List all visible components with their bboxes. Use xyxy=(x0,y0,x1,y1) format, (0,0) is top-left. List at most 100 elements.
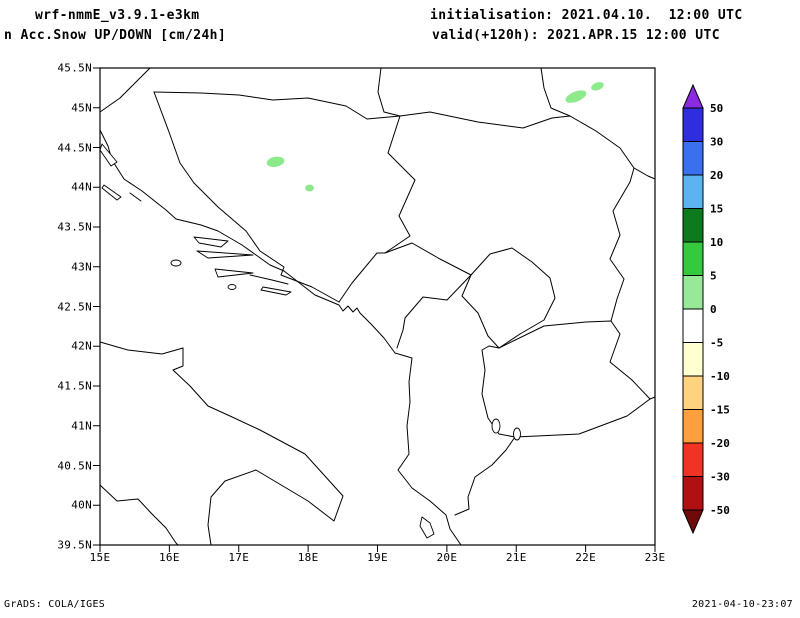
y-tick-label: 44N xyxy=(71,180,92,194)
border-north-macedonia xyxy=(481,320,651,438)
border-serbia-north-danube xyxy=(377,67,656,180)
y-tick-label: 41.5N xyxy=(57,379,92,393)
islands xyxy=(99,143,521,539)
border-serbia-romania xyxy=(540,67,571,117)
x-tick-label: 23E xyxy=(644,551,666,564)
colorbar-arrow-top xyxy=(682,83,704,109)
coastline-italy-tyrrhenian xyxy=(99,484,179,546)
colorbar-label: 10 xyxy=(710,236,723,249)
lake-prespa xyxy=(513,427,521,441)
peninsula-peljesac xyxy=(249,274,289,285)
plot-frame xyxy=(99,67,656,546)
colorbar-segment xyxy=(682,409,704,444)
island-vis xyxy=(170,259,182,267)
snow-patch xyxy=(565,90,587,103)
island-mljet xyxy=(260,286,292,296)
colorbar-segment xyxy=(682,375,704,410)
y-tick-label: 42N xyxy=(71,339,92,353)
y-tick-label: 42.5N xyxy=(57,300,92,313)
x-axis-labels: 15E 16E 17E 18E 19E 20E 21E 22E 23E xyxy=(90,551,665,567)
border-slovenia-croatia xyxy=(99,67,151,113)
x-tick-label: 16E xyxy=(158,551,180,564)
y-tick-label: 43N xyxy=(71,260,92,274)
colorbar-segment xyxy=(682,241,704,276)
border-serbia-bulgaria xyxy=(609,167,635,322)
creation-timestamp: 2021-04-10-23:07 xyxy=(691,599,793,610)
y-tick-label: 40N xyxy=(71,498,92,512)
x-tick-label: 17E xyxy=(228,551,250,564)
border-croatia-bosnia-west xyxy=(153,91,340,303)
y-tick-label: 41N xyxy=(71,419,92,433)
y-axis-labels: 45.5N 45N 44.5N 44N 43.5N 43N 42.5N 42N 41.5N 41N… xyxy=(28,62,92,552)
border-bosnia-montenegro xyxy=(338,252,386,303)
island-hvar xyxy=(196,250,254,259)
colorbar-label: -50 xyxy=(710,504,730,517)
y-tick-label: 45N xyxy=(71,101,92,115)
colorbar-label: 50 xyxy=(710,102,723,115)
coastline-italy-adriatic xyxy=(99,341,344,546)
border-greece-bulgaria xyxy=(649,396,656,400)
colorbar-segment xyxy=(682,107,704,142)
border-sava-north xyxy=(153,91,368,120)
initialisation-time: initialisation: 2021.04.10. 12:00 UTC xyxy=(430,8,743,23)
island-brac xyxy=(193,236,229,248)
axis-ticks xyxy=(93,67,656,552)
coastline-adriatic-east xyxy=(99,129,462,546)
colorbar-label: -30 xyxy=(710,471,730,484)
island-lastovo xyxy=(227,284,237,290)
colorbar-segment xyxy=(682,442,704,477)
colorbar-segment xyxy=(682,141,704,176)
country-borders xyxy=(99,67,656,516)
y-tick-label: 40.5N xyxy=(57,459,92,472)
y-tick-label: 39.5N xyxy=(57,538,92,552)
x-tick-label: 22E xyxy=(575,551,597,564)
colorbar-label: 20 xyxy=(710,169,723,182)
island-pag xyxy=(99,143,118,167)
colorbar-segment xyxy=(682,275,704,310)
x-tick-label: 20E xyxy=(436,551,458,564)
x-tick-label: 15E xyxy=(89,551,111,564)
y-tick-label: 43.5N xyxy=(57,220,92,234)
y-tick-label: 44.5N xyxy=(57,141,92,154)
y-tick-label: 45.5N xyxy=(57,61,92,75)
coastlines xyxy=(99,129,462,546)
colorbar-segment xyxy=(682,174,704,209)
snow-patch xyxy=(305,184,314,192)
border-albania-greece xyxy=(454,436,516,516)
snow-patch xyxy=(591,82,604,91)
snow-patch xyxy=(266,156,285,167)
colorbar-label: -20 xyxy=(710,437,730,450)
snow-patches xyxy=(266,82,604,192)
grads-credit: GrADS: COLA/IGES xyxy=(4,599,106,610)
island-korcula xyxy=(214,268,254,278)
field-title: n Acc.Snow UP/DOWN [cm/24h] xyxy=(4,28,227,43)
border-montenegro-serbia-albania xyxy=(384,242,472,349)
colorbar-label: -10 xyxy=(710,370,730,383)
colorbar-segment xyxy=(682,476,704,511)
map-svg xyxy=(93,67,656,552)
island-kornati xyxy=(129,192,142,202)
colorbar-arrow-bottom xyxy=(682,509,704,535)
lake-ohrid xyxy=(491,418,501,434)
colorbar-segment xyxy=(682,308,704,343)
island-dugi-otok xyxy=(101,184,122,201)
border-kosovo xyxy=(461,247,556,349)
colorbar: 50 30 20 15 10 5 0 -5 -10 -15 -20 -30 -50 xyxy=(681,83,753,536)
colorbar-segment xyxy=(682,208,704,243)
colorbar-label: 5 xyxy=(710,270,717,283)
island-corfu xyxy=(419,516,435,539)
x-tick-label: 21E xyxy=(505,551,527,564)
colorbar-label: -15 xyxy=(710,404,730,417)
model-title: wrf-nmmE_v3.9.1-e3km xyxy=(35,8,200,23)
colorbar-label: 0 xyxy=(710,303,717,316)
x-tick-label: 18E xyxy=(297,551,319,564)
colorbar-label: 30 xyxy=(710,136,723,149)
border-drina xyxy=(366,115,416,254)
colorbar-label: -5 xyxy=(710,337,723,350)
x-tick-label: 19E xyxy=(367,551,388,564)
colorbar-segment xyxy=(682,342,704,377)
colorbar-label: 15 xyxy=(710,203,723,216)
valid-time: valid(+120h): 2021.APR.15 12:00 UTC xyxy=(432,28,720,43)
